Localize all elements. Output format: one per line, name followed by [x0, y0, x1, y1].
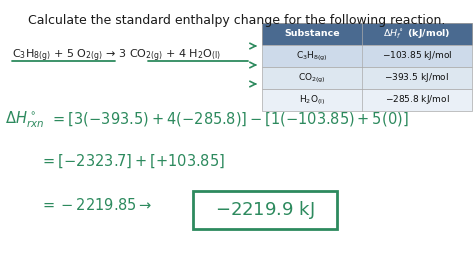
FancyBboxPatch shape	[262, 23, 472, 45]
Text: $= -2219.85 \rightarrow$: $= -2219.85 \rightarrow$	[40, 197, 153, 213]
Text: Calculate the standard enthalpy change for the following reaction.: Calculate the standard enthalpy change f…	[28, 14, 446, 27]
Text: $-$103.85 kJ/mol: $-$103.85 kJ/mol	[382, 49, 452, 63]
Text: $\mathrm{H_2O_{(l)}}$: $\mathrm{H_2O_{(l)}}$	[299, 93, 325, 107]
FancyBboxPatch shape	[262, 89, 472, 111]
Text: $\mathrm{CO_{2(g)}}$: $\mathrm{CO_{2(g)}}$	[298, 72, 326, 85]
FancyBboxPatch shape	[262, 45, 472, 67]
Text: $\mathrm{C_3H_{8(g)}}$ + 5 $\mathrm{O_{2(g)}}$ → 3 $\mathrm{CO_{2(g)}}$ + 4 $\ma: $\mathrm{C_3H_{8(g)}}$ + 5 $\mathrm{O_{2…	[12, 48, 221, 64]
FancyBboxPatch shape	[193, 191, 337, 229]
Text: $= [-2323.7] + [+103.85]$: $= [-2323.7] + [+103.85]$	[40, 153, 225, 171]
Text: $= [3(-393.5)+4(-285.8)]-[1(-103.85)+5(0)]$: $= [3(-393.5)+4(-285.8)]-[1(-103.85)+5(0…	[50, 110, 409, 128]
Text: $-2219.9\ \mathrm{kJ}$: $-2219.9\ \mathrm{kJ}$	[215, 199, 315, 221]
Text: Substance: Substance	[284, 30, 340, 39]
Text: $\Delta H^\circ_{rxn}$: $\Delta H^\circ_{rxn}$	[5, 110, 44, 131]
Text: $-$393.5 kJ/mol: $-$393.5 kJ/mol	[384, 72, 449, 85]
Text: $\mathrm{C_3H_{8(g)}}$: $\mathrm{C_3H_{8(g)}}$	[296, 49, 328, 63]
FancyBboxPatch shape	[262, 67, 472, 89]
Text: $\Delta H_f^\circ$ (kJ/mol): $\Delta H_f^\circ$ (kJ/mol)	[383, 27, 451, 41]
Text: $-$285.8 kJ/mol: $-$285.8 kJ/mol	[384, 94, 449, 106]
